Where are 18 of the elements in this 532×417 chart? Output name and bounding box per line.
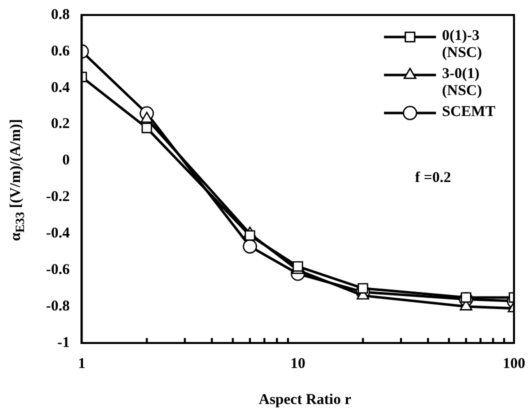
y-tick-label: 0.2: [50, 116, 70, 132]
y-tick-label: -0.6: [46, 262, 70, 278]
y-tick-label: -0.4: [46, 226, 70, 242]
legend-label: SCEMT: [442, 104, 496, 121]
x-tick-label: 1: [78, 356, 86, 372]
y-tick-label: -1: [57, 334, 70, 351]
y-tick-label: -0.8: [46, 298, 70, 314]
x-axis-title: Aspect Ratio r: [258, 392, 352, 409]
y-tick-label: -0.2: [46, 189, 70, 206]
y-tick-label: 0: [62, 152, 70, 169]
y-tick-label: 0.8: [50, 6, 70, 23]
x-tick-label: 10: [290, 356, 306, 372]
x-tick-label: 100: [502, 356, 526, 372]
y-tick-label: 0.4: [50, 80, 70, 96]
annotation: f =0.2: [415, 170, 452, 187]
legend-label: 0(1)-3 (NSC): [442, 28, 483, 62]
legend-label: 3-0(1) (NSC): [442, 66, 483, 100]
y-tick-label: 0.6: [50, 43, 70, 60]
